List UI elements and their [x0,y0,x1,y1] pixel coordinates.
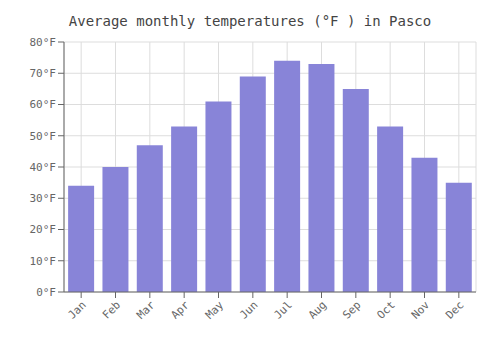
svg-text:Jun: Jun [237,298,260,321]
svg-text:70°F: 70°F [30,67,57,80]
svg-text:20°F: 20°F [30,223,57,236]
svg-text:Oct: Oct [375,298,398,321]
svg-text:Jan: Jan [66,298,89,321]
svg-text:Nov: Nov [409,298,433,322]
svg-text:Feb: Feb [100,298,123,321]
svg-text:Mar: Mar [134,298,158,322]
svg-text:Jul: Jul [272,298,295,321]
svg-text:50°F: 50°F [30,130,57,143]
svg-text:Apr: Apr [169,298,193,322]
svg-text:30°F: 30°F [30,192,57,205]
svg-text:80°F: 80°F [30,36,57,49]
svg-text:Sep: Sep [340,298,363,321]
svg-text:40°F: 40°F [30,161,57,174]
svg-text:Dec: Dec [443,298,466,321]
svg-text:60°F: 60°F [30,98,57,111]
svg-text:10°F: 10°F [30,255,57,268]
html-text:Average monthly temperatures (: Average monthly temperatures (°F ) in Pa… [68,13,432,29]
svg-text:Aug: Aug [306,298,329,321]
svg-text:May: May [203,298,227,322]
svg-text:0°F: 0°F [36,286,56,299]
